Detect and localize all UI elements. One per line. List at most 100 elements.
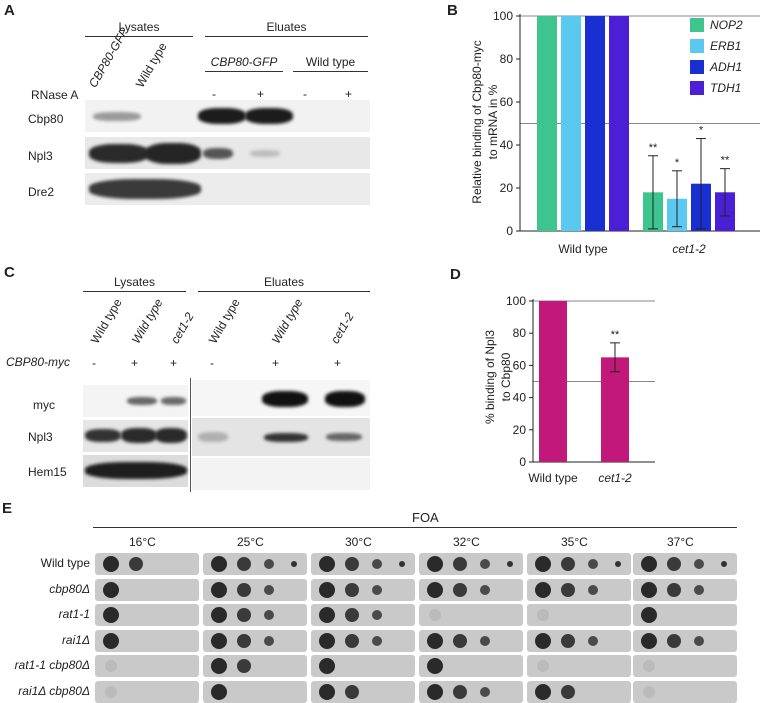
colony-spot xyxy=(721,561,727,567)
significance-label: * xyxy=(699,125,704,137)
colony-spot xyxy=(667,583,681,597)
spot-plate-cell xyxy=(95,630,199,652)
colony-spot xyxy=(237,634,251,648)
temp-label: 16°C xyxy=(129,535,156,549)
spot-plate-cell xyxy=(95,655,199,677)
colony-spot xyxy=(237,583,251,597)
blot-c-hem15-eluates xyxy=(192,458,370,490)
colony-spot xyxy=(643,686,655,698)
y-tick-label: 20 xyxy=(500,181,514,195)
legend-item: ERB1 xyxy=(690,39,743,53)
x-category-label: Wild type xyxy=(528,471,578,485)
strain-label: rat1-1 cbp80Δ xyxy=(14,658,90,672)
panel-b-legend: NOP2 ERB1 ADH1 TDH1 xyxy=(690,18,743,102)
panel-c-lane-2: Wild type xyxy=(128,296,166,346)
colony-spot xyxy=(372,636,382,646)
blot-c-myc-lysates xyxy=(83,385,188,417)
temp-label: 25°C xyxy=(237,535,264,549)
panel-a-eluates-header: Eluates xyxy=(205,20,368,37)
panel-a-rnase-label: RNase A xyxy=(31,88,79,102)
spot-plate-cell xyxy=(633,579,737,601)
panel-a-lysates-header: Lysates xyxy=(85,20,193,37)
spot-plate-cell xyxy=(203,681,307,703)
colony-spot xyxy=(427,633,443,649)
spot-plate-cell xyxy=(95,553,199,575)
colony-spot xyxy=(319,684,335,700)
colony-spot xyxy=(211,633,227,649)
legend-label: ERB1 xyxy=(710,39,742,53)
colony-spot xyxy=(129,557,143,571)
panel-c-row-hem15: Hem15 xyxy=(28,465,67,479)
colony-spot xyxy=(694,585,704,595)
spot-plate-cell xyxy=(527,630,631,652)
x-category-label: cet1-2 xyxy=(598,471,632,485)
colony-spot xyxy=(537,609,549,621)
colony-spot xyxy=(480,585,490,595)
panel-d-chart: 0 20 40 60 80 100 Wild type ** cet1-2 xyxy=(506,294,655,485)
spot-plate-cell xyxy=(419,655,523,677)
colony-spot xyxy=(480,636,490,646)
temp-label: 35°C xyxy=(561,535,588,549)
panel-a-row-dre2: Dre2 xyxy=(28,185,55,199)
colony-spot xyxy=(453,557,467,571)
rnase-sign-1: - xyxy=(212,87,216,101)
colony-spot xyxy=(372,610,382,620)
colony-spot xyxy=(105,686,117,698)
panel-a-eluate-wildtype: Wild type xyxy=(293,55,368,72)
temp-label: 37°C xyxy=(667,535,694,549)
blot-cbp80 xyxy=(85,100,370,132)
strain-label: cbp80Δ xyxy=(49,582,90,596)
panel-c-lane-1: Wild type xyxy=(87,296,125,346)
colony-spot xyxy=(588,636,598,646)
strain-label: rai1Δ cbp80Δ xyxy=(18,684,90,698)
spot-plate-cell xyxy=(203,553,307,575)
rnase-sign-2: + xyxy=(257,87,265,101)
spot-plate-cell xyxy=(633,655,737,677)
bar-ADH1-Wild type xyxy=(585,16,605,231)
colony-spot xyxy=(103,556,119,572)
significance-label: ** xyxy=(721,155,730,167)
colony-spot xyxy=(372,559,382,569)
y-tick-label: 0 xyxy=(506,224,513,238)
panel-c-row-myc: myc xyxy=(33,398,55,412)
panel-a-eluate-cbp80gfp: CBP80-GFP xyxy=(205,55,283,72)
legend-label: NOP2 xyxy=(710,18,743,32)
spot-plate-cell xyxy=(203,655,307,677)
spot-plate-cell xyxy=(311,681,415,703)
colony-spot xyxy=(211,658,227,674)
colony-spot xyxy=(264,636,274,646)
temp-label: 30°C xyxy=(345,535,372,549)
spot-plate-cell xyxy=(527,579,631,601)
rnase-sign-4: + xyxy=(345,87,353,101)
c-sign-2: + xyxy=(131,356,139,370)
colony-spot xyxy=(345,634,359,648)
colony-spot xyxy=(211,684,227,700)
spot-plate-cell xyxy=(527,553,631,575)
colony-spot xyxy=(211,582,227,598)
colony-spot xyxy=(641,607,657,623)
colony-spot xyxy=(615,561,621,567)
strain-label: Wild type xyxy=(40,556,90,570)
panel-c-construct-label: CBP80-myc xyxy=(6,355,71,369)
colony-spot xyxy=(319,556,335,572)
legend-swatch xyxy=(690,39,704,53)
colony-spot xyxy=(427,684,443,700)
spot-plate-cell xyxy=(633,604,737,626)
colony-spot xyxy=(103,633,119,649)
bar-ERB1-Wild type xyxy=(561,16,581,231)
colony-spot xyxy=(667,557,681,571)
bar-cet1-2 xyxy=(601,357,629,462)
y-tick-label: 60 xyxy=(513,358,527,372)
temp-label: 32°C xyxy=(453,535,480,549)
panel-c-divider xyxy=(190,378,191,492)
significance-label: * xyxy=(675,157,680,169)
spot-plate-cell xyxy=(419,553,523,575)
spot-plate-cell xyxy=(95,604,199,626)
colony-spot xyxy=(103,582,119,598)
bar-TDH1-Wild type xyxy=(609,16,629,231)
colony-spot xyxy=(264,610,274,620)
colony-spot xyxy=(643,660,655,672)
c-sign-1: - xyxy=(92,356,96,370)
legend-swatch xyxy=(690,60,704,74)
